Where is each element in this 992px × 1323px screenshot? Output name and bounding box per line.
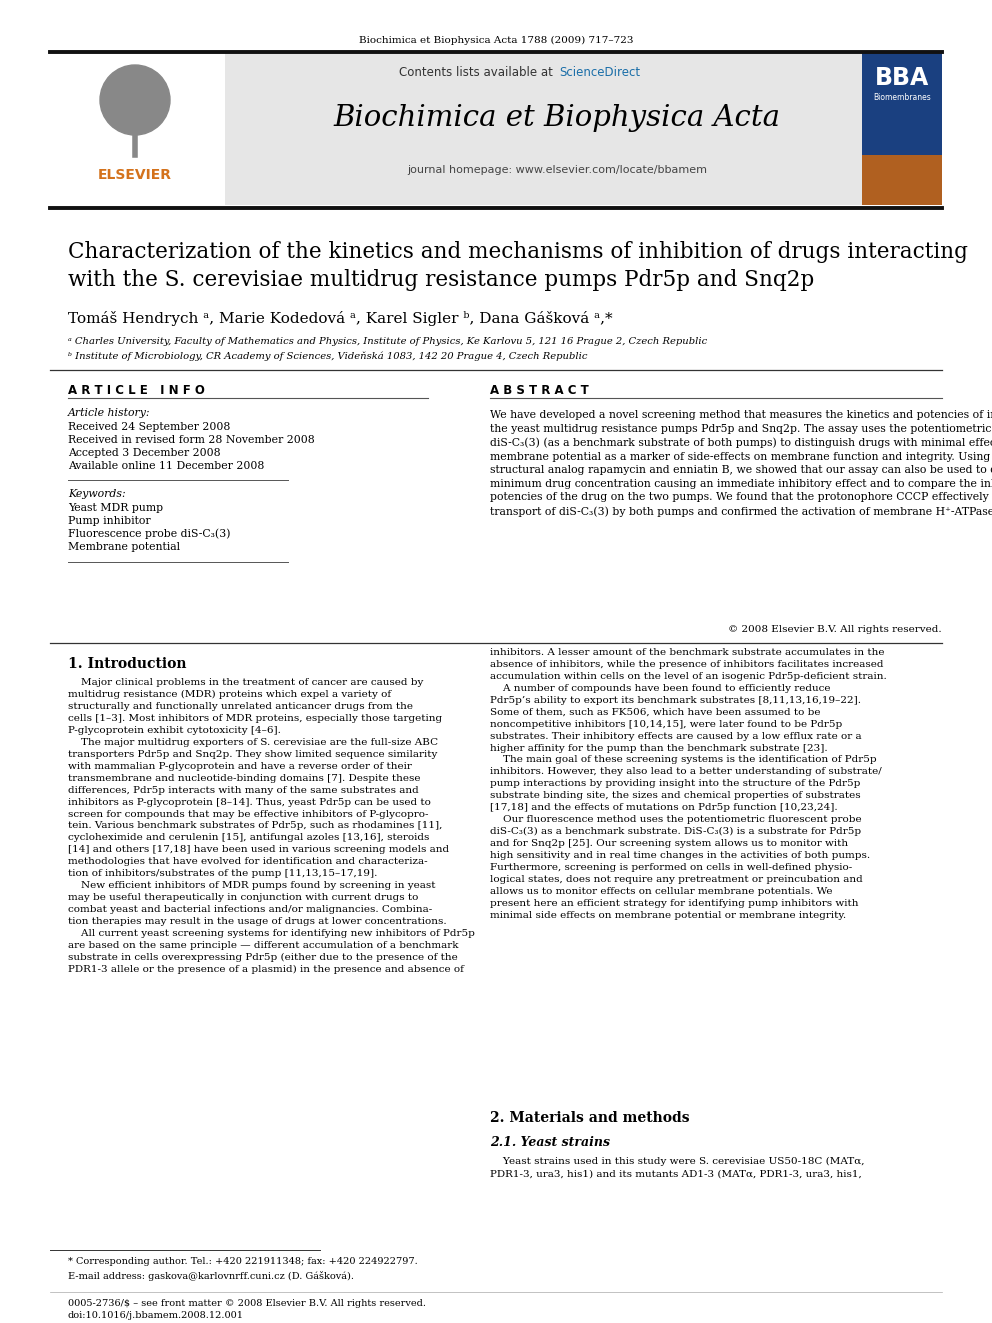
Text: Membrane potential: Membrane potential bbox=[68, 542, 181, 552]
Text: doi:10.1016/j.bbamem.2008.12.001: doi:10.1016/j.bbamem.2008.12.001 bbox=[68, 1311, 244, 1319]
Text: Received 24 September 2008: Received 24 September 2008 bbox=[68, 422, 230, 433]
Text: with the S. cerevisiae multidrug resistance pumps Pdr5p and Snq2p: with the S. cerevisiae multidrug resista… bbox=[68, 269, 814, 291]
Text: Yeast strains used in this study were S. cerevisiae US50-18C (MATα,
PDR1-3, ura3: Yeast strains used in this study were S.… bbox=[490, 1158, 864, 1177]
Text: Article history:: Article history: bbox=[68, 407, 151, 418]
Text: journal homepage: www.elsevier.com/locate/bbamem: journal homepage: www.elsevier.com/locat… bbox=[407, 165, 707, 175]
Text: Keywords:: Keywords: bbox=[68, 490, 126, 499]
Text: Contents lists available at: Contents lists available at bbox=[400, 66, 557, 78]
Bar bbox=[50, 52, 942, 205]
Circle shape bbox=[100, 65, 170, 135]
Text: A B S T R A C T: A B S T R A C T bbox=[490, 384, 588, 397]
Text: Biochimica et Biophysica Acta 1788 (2009) 717–723: Biochimica et Biophysica Acta 1788 (2009… bbox=[359, 36, 633, 45]
Text: © 2008 Elsevier B.V. All rights reserved.: © 2008 Elsevier B.V. All rights reserved… bbox=[728, 626, 942, 635]
Text: ᵇ Institute of Microbiology, CR Academy of Sciences, Videňská 1083, 142 20 Pragu: ᵇ Institute of Microbiology, CR Academy … bbox=[68, 351, 587, 361]
Text: ᵃ Charles University, Faculty of Mathematics and Physics, Institute of Physics, : ᵃ Charles University, Faculty of Mathema… bbox=[68, 337, 707, 347]
Text: Fluorescence probe diS-C₃(3): Fluorescence probe diS-C₃(3) bbox=[68, 529, 230, 540]
Text: 2.1. Yeast strains: 2.1. Yeast strains bbox=[490, 1136, 610, 1150]
Text: ELSEVIER: ELSEVIER bbox=[98, 168, 172, 183]
Bar bbox=[50, 52, 225, 205]
Text: Yeast MDR pump: Yeast MDR pump bbox=[68, 503, 163, 513]
Text: 1. Introduction: 1. Introduction bbox=[68, 658, 186, 671]
Text: Biomembranes: Biomembranes bbox=[873, 94, 930, 102]
Text: ScienceDirect: ScienceDirect bbox=[559, 66, 640, 78]
Text: Pump inhibitor: Pump inhibitor bbox=[68, 516, 151, 527]
Text: 0005-2736/$ – see front matter © 2008 Elsevier B.V. All rights reserved.: 0005-2736/$ – see front matter © 2008 El… bbox=[68, 1298, 426, 1307]
Text: Characterization of the kinetics and mechanisms of inhibition of drugs interacti: Characterization of the kinetics and mec… bbox=[68, 241, 968, 263]
Bar bbox=[862, 52, 942, 205]
Text: BBA: BBA bbox=[875, 66, 930, 90]
Text: Biochimica et Biophysica Acta: Biochimica et Biophysica Acta bbox=[333, 105, 781, 132]
Text: Major clinical problems in the treatment of cancer are caused by
multidrug resis: Major clinical problems in the treatment… bbox=[68, 677, 475, 974]
Text: We have developed a novel screening method that measures the kinetics and potenc: We have developed a novel screening meth… bbox=[490, 410, 992, 517]
Bar bbox=[862, 155, 942, 205]
Text: E-mail address: gaskova@karlovnrff.cuni.cz (D. Gášková).: E-mail address: gaskova@karlovnrff.cuni.… bbox=[68, 1271, 354, 1281]
Text: Tomáš Hendrych ᵃ, Marie Kodedová ᵃ, Karel Sigler ᵇ, Dana Gášková ᵃ,*: Tomáš Hendrych ᵃ, Marie Kodedová ᵃ, Kare… bbox=[68, 311, 613, 325]
Text: Accepted 3 December 2008: Accepted 3 December 2008 bbox=[68, 448, 220, 458]
Text: Received in revised form 28 November 2008: Received in revised form 28 November 200… bbox=[68, 435, 314, 445]
Text: * Corresponding author. Tel.: +420 221911348; fax: +420 224922797.: * Corresponding author. Tel.: +420 22191… bbox=[68, 1257, 418, 1266]
Text: inhibitors. A lesser amount of the benchmark substrate accumulates in the
absenc: inhibitors. A lesser amount of the bench… bbox=[490, 648, 887, 919]
Text: A R T I C L E   I N F O: A R T I C L E I N F O bbox=[68, 384, 205, 397]
Text: Available online 11 December 2008: Available online 11 December 2008 bbox=[68, 460, 265, 471]
Text: 2. Materials and methods: 2. Materials and methods bbox=[490, 1111, 689, 1125]
